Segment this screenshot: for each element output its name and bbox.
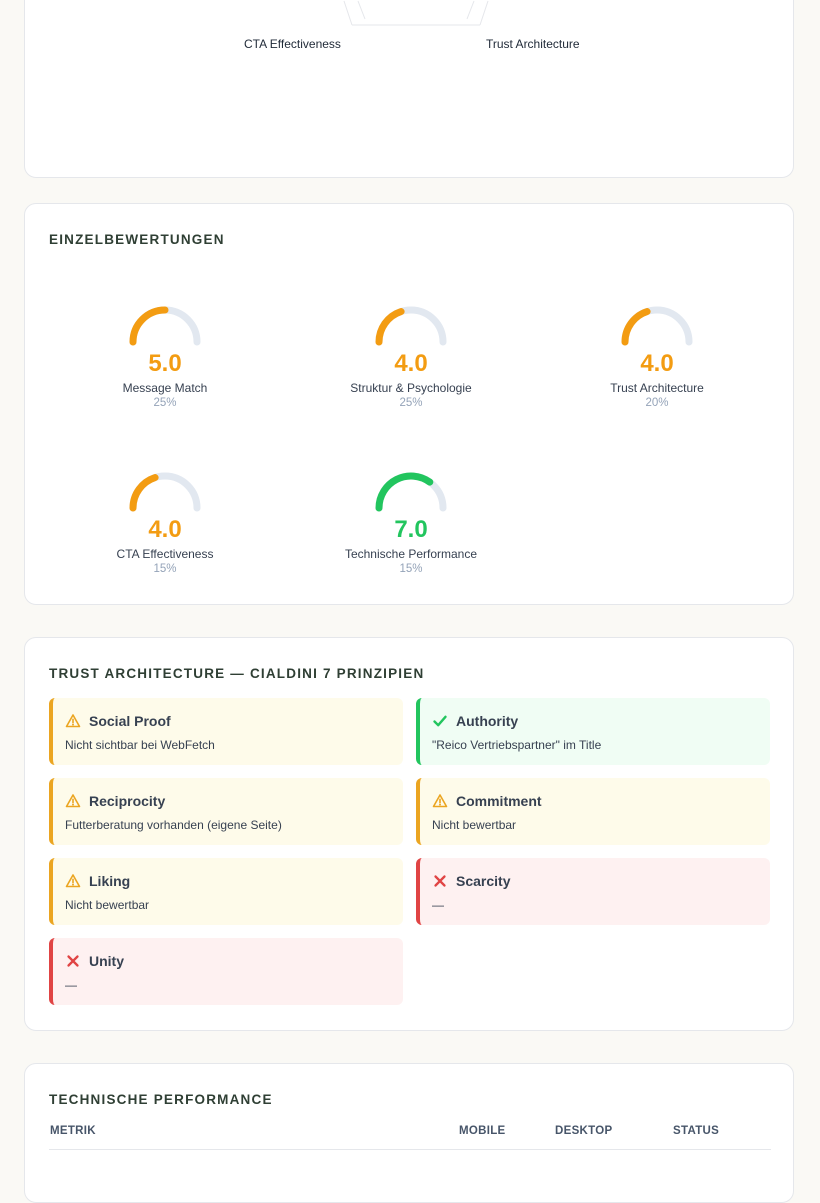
principle-name: Authority [456, 713, 519, 729]
table-header-metrik: METRIK [50, 1125, 96, 1137]
gauge-score: 7.0 [394, 516, 428, 543]
gauge-weight: 15% [153, 563, 177, 575]
cross-icon [432, 873, 448, 889]
principle-card: Scarcity — [416, 858, 770, 925]
cross-icon [65, 953, 81, 969]
gauge-fill [129, 474, 159, 512]
principle-description: Futterberatung vorhanden (eigene Seite) [65, 818, 282, 832]
table-header-divider [49, 1149, 771, 1150]
principle-description: — [65, 978, 77, 992]
section-title: EINZELBEWERTUNGEN [49, 232, 225, 247]
score-gauge: 7.0 Technische Performance 15% [311, 466, 511, 576]
warning-icon [65, 873, 81, 889]
gauge-arc [129, 472, 201, 512]
principle-card: Authority "Reico Vertriebspartner" im Tit… [416, 698, 770, 765]
gauge-score: 4.0 [148, 516, 182, 543]
gauge-score: 4.0 [640, 350, 674, 377]
principle-description: Nicht bewertbar [65, 898, 150, 912]
gauge-label: Message Match [122, 381, 208, 395]
gauge-arc [375, 472, 447, 512]
principle-description: Nicht sichtbar bei WebFetch [65, 738, 215, 752]
principle-name: Commitment [456, 793, 542, 809]
radar-axis-label-trust: Trust Architecture [486, 37, 580, 51]
radar-chart [343, 0, 489, 26]
principle-card: Social Proof Nicht sichtbar bei WebFetch [49, 698, 403, 765]
gauge-arc [375, 306, 447, 346]
principle-name: Scarcity [456, 873, 511, 889]
principle-card: Unity — [49, 938, 403, 1005]
gauge-fill [129, 306, 169, 346]
score-gauge: 5.0 Message Match 25% [65, 300, 265, 410]
principle-card: Commitment Nicht bewertbar [416, 778, 770, 845]
principle-name: Unity [89, 953, 124, 969]
gauge-score: 4.0 [394, 350, 428, 377]
gauge-label: Technische Performance [344, 547, 478, 561]
gauge-fill [375, 472, 434, 512]
gauge-score: 5.0 [148, 350, 182, 377]
principle-description: — [432, 898, 444, 912]
gauge-fill [621, 308, 651, 346]
principle-description: "Reico Vertriebspartner" im Title [432, 738, 602, 752]
principle-card: Liking Nicht bewertbar [49, 858, 403, 925]
radar-axis-label-cta: CTA Effectiveness [244, 37, 341, 51]
warning-icon [65, 793, 81, 809]
principle-name: Reciprocity [89, 793, 166, 809]
principle-description: Nicht bewertbar [432, 818, 517, 832]
gauge-arc [129, 306, 201, 346]
radar-card: CTA Effectiveness Trust Architecture [24, 0, 794, 178]
section-title: TRUST ARCHITECTURE — CIALDINI 7 PRINZIPI… [49, 666, 425, 681]
gauge-label: Trust Architecture [610, 381, 704, 395]
gauge-weight: 25% [153, 397, 177, 409]
warning-icon [65, 713, 81, 729]
gauge-fill [375, 308, 405, 346]
gauge-weight: 20% [645, 397, 669, 409]
table-header-desktop: DESKTOP [555, 1125, 613, 1137]
score-gauge: 4.0 CTA Effectiveness 15% [65, 466, 265, 576]
principle-name: Social Proof [89, 713, 171, 729]
table-header-status: STATUS [673, 1125, 720, 1137]
einzelbewertungen-card: EINZELBEWERTUNGEN 5.0 Message Match 25% 4.0… [24, 203, 794, 605]
principle-card: Reciprocity Futterberatung vorhanden (eig… [49, 778, 403, 845]
trust-architecture-card: TRUST ARCHITECTURE — CIALDINI 7 PRINZIPI… [24, 637, 794, 1031]
gauge-label: CTA Effectiveness [116, 547, 214, 561]
principle-name: Liking [89, 873, 131, 889]
gauge-weight: 15% [399, 563, 423, 575]
gauge-weight: 25% [399, 397, 423, 409]
section-title: TECHNISCHE PERFORMANCE [49, 1092, 273, 1107]
score-gauge: 4.0 Trust Architecture 20% [557, 300, 757, 410]
table-header-mobile: MOBILE [459, 1125, 506, 1137]
check-icon [432, 713, 448, 729]
warning-icon [432, 793, 448, 809]
score-gauge: 4.0 Struktur & Psychologie 25% [311, 300, 511, 410]
gauge-label: Struktur & Psychologie [350, 381, 472, 395]
gauge-arc [621, 306, 693, 346]
